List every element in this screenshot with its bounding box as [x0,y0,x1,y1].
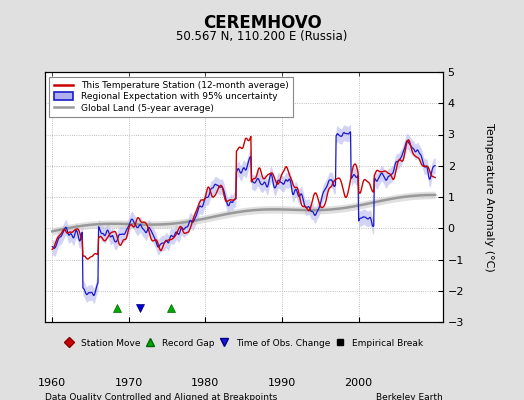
Text: Berkeley Earth: Berkeley Earth [376,393,443,400]
Text: 50.567 N, 110.200 E (Russia): 50.567 N, 110.200 E (Russia) [176,30,348,43]
Text: 1960: 1960 [38,378,66,388]
Text: 1970: 1970 [115,378,143,388]
Y-axis label: Temperature Anomaly (°C): Temperature Anomaly (°C) [484,123,494,271]
Text: 1980: 1980 [191,378,220,388]
Legend: This Temperature Station (12-month average), Regional Expectation with 95% uncer: This Temperature Station (12-month avera… [49,76,293,117]
Text: Data Quality Controlled and Aligned at Breakpoints: Data Quality Controlled and Aligned at B… [45,393,277,400]
Legend: Station Move, Record Gap, Time of Obs. Change, Empirical Break: Station Move, Record Gap, Time of Obs. C… [62,337,425,349]
Text: 1990: 1990 [268,378,296,388]
Text: 2000: 2000 [344,378,373,388]
Text: CEREMHOVO: CEREMHOVO [203,14,321,32]
